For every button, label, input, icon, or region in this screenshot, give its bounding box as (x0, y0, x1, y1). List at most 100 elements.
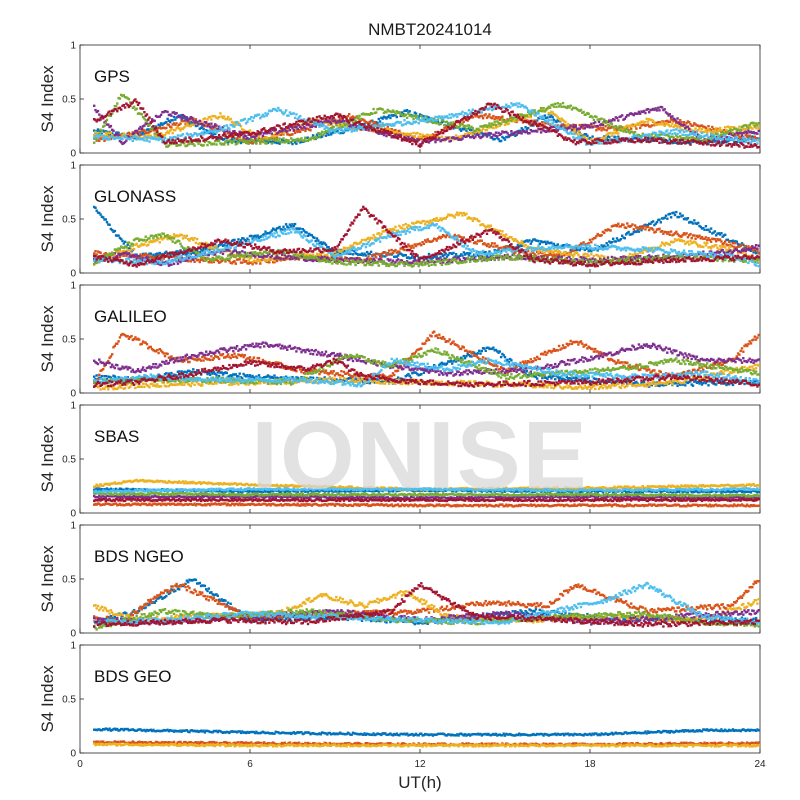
data-point (256, 130, 259, 133)
data-point (364, 112, 368, 116)
data-point (210, 131, 213, 135)
data-point (237, 141, 240, 144)
data-point (344, 124, 347, 127)
data-point (238, 132, 241, 135)
data-point (704, 225, 708, 228)
data-point (578, 123, 581, 127)
data-point (342, 121, 346, 125)
data-point (449, 126, 453, 130)
data-point (543, 130, 547, 133)
data-point (147, 136, 150, 139)
data-point (154, 138, 158, 141)
data-point (709, 240, 713, 243)
data-point (467, 216, 471, 219)
data-point (587, 141, 590, 144)
data-point (518, 129, 521, 133)
data-point (711, 131, 714, 134)
data-point (460, 129, 463, 132)
data-point (538, 115, 541, 118)
data-point (296, 127, 299, 130)
data-point (282, 133, 285, 136)
data-point (310, 255, 313, 258)
data-point (532, 112, 535, 115)
data-point (184, 118, 187, 122)
data-point (621, 223, 624, 226)
data-point (344, 115, 347, 119)
data-point (603, 128, 606, 131)
data-point (216, 138, 219, 141)
data-point (545, 130, 548, 133)
data-point (525, 119, 529, 122)
data-point (691, 138, 695, 142)
data-point (143, 129, 146, 132)
data-point (563, 124, 566, 127)
data-point (569, 104, 572, 107)
data-point (305, 120, 308, 124)
data-point (332, 125, 335, 129)
data-point (752, 249, 755, 253)
data-point (239, 261, 243, 264)
data-point (185, 118, 189, 121)
data-point (224, 118, 227, 121)
data-point (386, 108, 389, 112)
data-point (650, 221, 653, 224)
data-point (393, 134, 396, 137)
data-point (630, 124, 633, 127)
data-point (270, 229, 274, 232)
data-point (474, 115, 477, 118)
data-point (420, 114, 423, 118)
data-point (430, 120, 433, 123)
data-point (708, 238, 711, 242)
data-point (566, 132, 570, 135)
data-point (726, 125, 729, 128)
data-point (337, 115, 341, 118)
data-point (623, 139, 626, 142)
data-point (680, 215, 683, 218)
data-point (98, 134, 101, 138)
data-point (107, 114, 110, 117)
data-point (342, 114, 346, 118)
data-point (649, 118, 652, 122)
data-point (744, 244, 747, 248)
data-point (113, 137, 116, 141)
data-point (444, 236, 447, 239)
data-point (651, 137, 655, 140)
data-point (395, 115, 398, 119)
data-point (108, 130, 111, 134)
data-point (235, 242, 239, 245)
data-point (622, 118, 625, 121)
data-point (747, 142, 750, 145)
data-point (259, 142, 262, 145)
data-point (220, 143, 223, 146)
data-point (679, 119, 682, 122)
data-point (206, 143, 209, 147)
data-point (387, 123, 391, 127)
data-point (314, 135, 317, 138)
data-point (433, 119, 436, 122)
y-tick-label: 1 (70, 161, 76, 172)
data-point (733, 126, 736, 129)
data-point (180, 118, 183, 121)
data-point (560, 125, 563, 128)
data-point (572, 140, 575, 144)
data-point (275, 259, 279, 263)
data-point (677, 122, 681, 125)
data-point (134, 135, 137, 138)
data-point (659, 105, 662, 109)
data-point (433, 136, 436, 140)
data-point (323, 114, 326, 117)
data-point (188, 120, 191, 123)
data-point (628, 124, 632, 128)
data-point (183, 115, 186, 118)
data-point (654, 131, 657, 135)
data-point (161, 123, 164, 127)
data-point (297, 228, 301, 231)
data-point (166, 255, 169, 258)
data-point (711, 125, 714, 129)
data-point (591, 140, 594, 143)
data-point (717, 129, 720, 132)
data-point (399, 114, 402, 118)
data-point (637, 138, 641, 141)
data-point (577, 127, 580, 130)
data-point (163, 136, 167, 140)
